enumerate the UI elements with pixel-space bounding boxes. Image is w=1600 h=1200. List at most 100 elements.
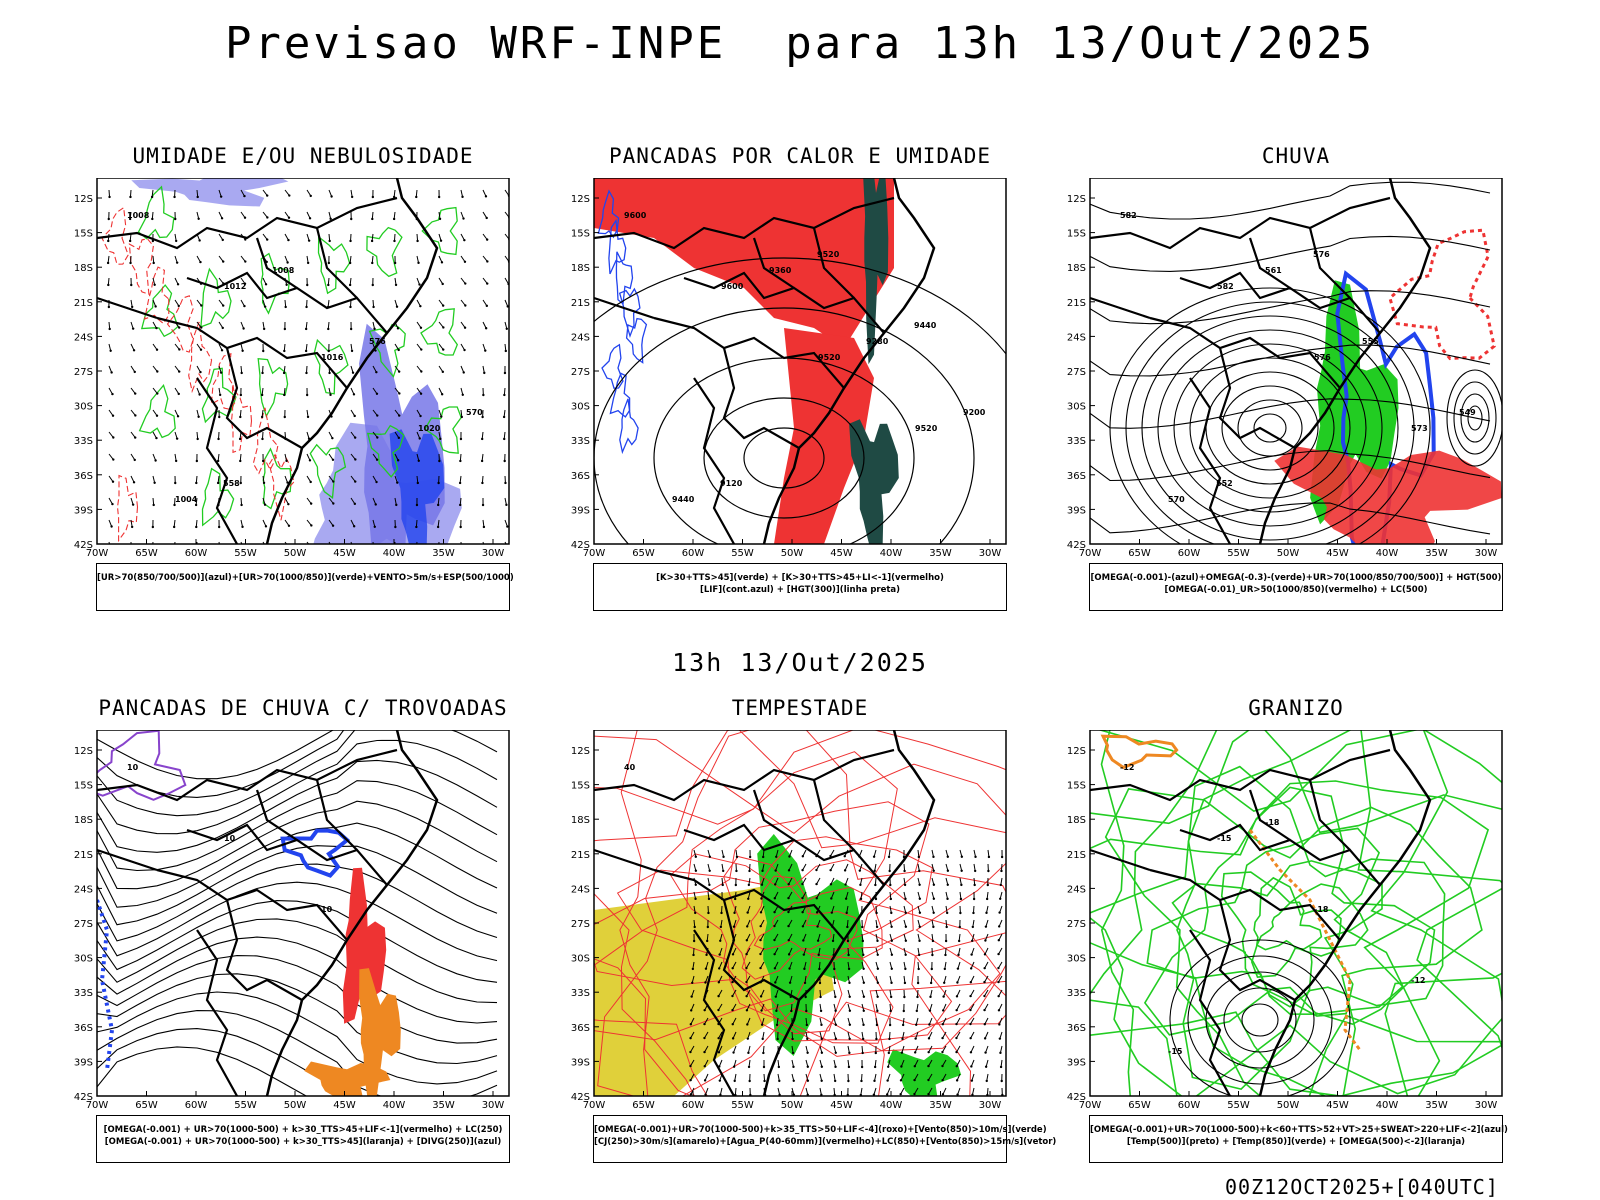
lon-tick-label: 65W xyxy=(135,548,158,559)
lat-tick-label: 21S xyxy=(74,850,93,861)
lat-tick-label: 42S xyxy=(74,540,93,551)
legend-trovoadas: [OMEGA(-0.001) + UR>70(1000-500) + k>30_… xyxy=(96,1115,510,1163)
lat-tick-label: 15S xyxy=(571,781,590,792)
lon-tick-label: 70W xyxy=(1079,548,1102,559)
lon-tick-label: 60W xyxy=(185,548,208,559)
contour-label: 10 xyxy=(321,905,333,914)
lat-tick-label: 21S xyxy=(74,298,93,309)
contour-label: -15 xyxy=(1217,834,1232,843)
contour-label: 9600 xyxy=(624,211,647,220)
lon-tick-label: 30W xyxy=(482,548,505,559)
legend-line: [OMEGA(-0.001)+UR>70(1000-500)+k<60+TTS>… xyxy=(1090,1125,1508,1135)
contour-label: 9520 xyxy=(818,353,841,362)
contour-label: 555 xyxy=(1362,337,1379,346)
lat-tick-label: 12S xyxy=(571,194,590,205)
contour-label: -18 xyxy=(1265,818,1280,827)
contour-label: 549 xyxy=(1459,408,1476,417)
map-calor: 9600 9600 9520 9520 9440 9360 9280 9200 9120 9520… xyxy=(571,178,1007,559)
contour-label: 9520 xyxy=(817,250,840,259)
lon-tick-label: 45W xyxy=(830,1100,853,1111)
contour-label: 1012 xyxy=(224,282,246,291)
legend-calor: [K>30+TTS>45](verde) + [K>30+TTS>45+LI<-… xyxy=(593,563,1007,611)
legend-granizo: [OMEGA(-0.001)+UR>70(1000-500)+k<60+TTS>… xyxy=(1089,1115,1508,1163)
lat-tick-label: 24S xyxy=(571,332,590,343)
lat-tick-label: 12S xyxy=(571,746,590,757)
lon-tick-label: 35W xyxy=(432,1100,455,1111)
lon-tick-label: 50W xyxy=(284,1100,307,1111)
contour-label: 9200 xyxy=(963,408,986,417)
contour-label: 40 xyxy=(624,763,636,772)
lat-tick-label: 30S xyxy=(1067,402,1086,413)
lat-tick-label: 36S xyxy=(1067,471,1086,482)
lon-tick-label: 40W xyxy=(383,548,406,559)
lat-tick-label: 21S xyxy=(1067,298,1086,309)
lat-tick-label: 15S xyxy=(1067,229,1086,240)
panel-title-tempestade: TEMPESTADE xyxy=(731,696,869,720)
map-trovoadas: 10 10 10 12S 15S 18S 21S 24S 27S 30S 33S 36S 39S 42S7… xyxy=(74,730,510,1111)
valid-time-title: 13h 13/Out/2025 xyxy=(672,648,928,677)
lon-tick-label: 65W xyxy=(632,548,655,559)
map-umidade: 1008 1012 1016 1020 1004 1008 576 570 558 12S 15S 1… xyxy=(74,178,510,559)
contour-label: 9440 xyxy=(914,321,937,330)
lat-tick-label: 18S xyxy=(74,263,93,274)
lon-tick-label: 40W xyxy=(1376,1100,1399,1111)
lon-tick-label: 65W xyxy=(632,1100,655,1111)
legend-chuva: [OMEGA(-0.001)-(azul)+OMEGA(-0.3)-(verde… xyxy=(1089,563,1503,611)
lon-tick-label: 70W xyxy=(1079,1100,1102,1111)
lon-tick-label: 30W xyxy=(979,548,1002,559)
contour-label: 576 xyxy=(1313,250,1330,259)
lat-tick-label: 42S xyxy=(571,1092,590,1103)
lat-tick-label: 18S xyxy=(571,263,590,274)
contour-label: 576 xyxy=(1314,353,1331,362)
lon-tick-label: 60W xyxy=(185,1100,208,1111)
legend-line: [CJ(250)>30m/s](amarelo)+[Agua_P(40-60mm… xyxy=(594,1137,1057,1147)
lon-tick-label: 65W xyxy=(1128,548,1151,559)
lat-tick-label: 27S xyxy=(571,919,590,930)
lat-tick-label: 36S xyxy=(571,471,590,482)
lat-tick-label: 21S xyxy=(571,850,590,861)
contour-label: 582 xyxy=(1217,282,1234,291)
lat-tick-label: 39S xyxy=(571,505,590,516)
lat-tick-label: 24S xyxy=(1067,332,1086,343)
lat-tick-label: 24S xyxy=(1067,884,1086,895)
lon-tick-label: 60W xyxy=(1178,1100,1201,1111)
contour-label: 9520 xyxy=(915,424,938,433)
lon-tick-label: 40W xyxy=(880,1100,903,1111)
contour-label: 576 xyxy=(369,337,386,346)
lat-tick-label: 36S xyxy=(571,1023,590,1034)
panel-title-trovoadas: PANCADAS DE CHUVA C/ TROVOADAS xyxy=(98,696,508,720)
lat-tick-label: 39S xyxy=(74,1057,93,1068)
contour-label: -18 xyxy=(1314,905,1329,914)
lat-tick-label: 39S xyxy=(1067,1057,1086,1068)
contour-label: 10 xyxy=(127,763,139,772)
lat-tick-label: 27S xyxy=(1067,919,1086,930)
lon-tick-label: 65W xyxy=(135,1100,158,1111)
lat-tick-label: 15S xyxy=(571,229,590,240)
legend-umidade: [UR>70(850/700/500)](azul)+[UR>70(1000/8… xyxy=(96,563,514,611)
lat-tick-label: 42S xyxy=(571,540,590,551)
lat-tick-label: 24S xyxy=(571,884,590,895)
legend-line: [LIF](cont.azul) + [HGT(300)](linha pret… xyxy=(699,585,901,595)
contour-label: 9600 xyxy=(721,282,744,291)
lon-tick-label: 50W xyxy=(1277,548,1300,559)
contour-label: 561 xyxy=(1265,266,1282,275)
lat-tick-label: 33S xyxy=(1067,436,1086,447)
lon-tick-label: 60W xyxy=(682,1100,705,1111)
lat-tick-label: 42S xyxy=(1067,1092,1086,1103)
lon-tick-label: 70W xyxy=(583,548,606,559)
legend-line: [OMEGA(-0.001) + UR>70(1000-500) + k>30_… xyxy=(103,1125,503,1135)
lon-tick-label: 70W xyxy=(86,1100,109,1111)
lat-tick-label: 30S xyxy=(571,402,590,413)
lat-tick-label: 30S xyxy=(571,954,590,965)
lon-tick-label: 35W xyxy=(1425,1100,1448,1111)
lon-tick-label: 30W xyxy=(979,1100,1002,1111)
contour-label: 1004 xyxy=(175,495,198,504)
lon-tick-label: 70W xyxy=(86,548,109,559)
lon-tick-label: 45W xyxy=(1326,548,1349,559)
lon-tick-label: 35W xyxy=(929,1100,952,1111)
lon-tick-label: 60W xyxy=(1178,548,1201,559)
lat-tick-label: 12S xyxy=(74,746,93,757)
contour-label: 1020 xyxy=(418,424,441,433)
lat-tick-label: 18S xyxy=(1067,263,1086,274)
